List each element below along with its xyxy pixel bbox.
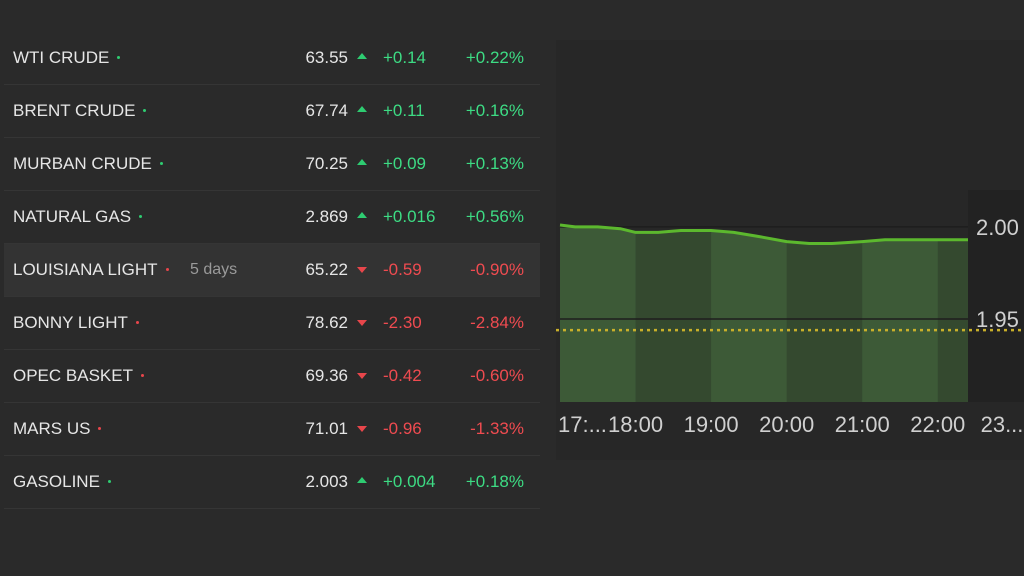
commodity-name-label: OPEC BASKET: [13, 366, 133, 385]
commodity-name[interactable]: MURBAN CRUDE: [13, 138, 163, 190]
price-value: 67.74: [305, 101, 348, 120]
change-value: -2.30: [383, 313, 422, 332]
status-dot-icon: [159, 162, 163, 166]
table-row[interactable]: MURBAN CRUDE 70.25 +0.09 +0.13%: [4, 138, 540, 191]
update-note: 5 days: [190, 261, 238, 278]
commodity-table: WTI CRUDE 63.55 +0.14 +0.22% BRENT CRUDE 67.7…: [4, 32, 540, 509]
percent-change: +0.56%: [465, 207, 524, 226]
change-value: +0.09: [383, 154, 427, 173]
commodity-name[interactable]: LOUISIANA LIGHT: [13, 244, 169, 296]
commodity-name-label: LOUISIANA LIGHT: [13, 260, 158, 279]
percent-change: -0.90%: [470, 260, 524, 279]
x-tick-label: 21:00: [835, 412, 890, 437]
arrow-down-icon: [357, 267, 367, 273]
change-value: -0.59: [383, 260, 422, 279]
status-dot-icon: [143, 109, 147, 113]
table-row[interactable]: LOUISIANA LIGHT 5 days 65.22 -0.59 -0.90%: [4, 244, 540, 297]
table-row[interactable]: MARS US 71.01 -0.96 -1.33%: [4, 403, 540, 456]
area-fill: [560, 225, 968, 402]
table-row[interactable]: GASOLINE 2.003 +0.004 +0.18%: [4, 456, 540, 509]
price-chart[interactable]: 2.00 1.95 17:... 18:00 19:00 20:00 21:00 22:00 2…: [556, 40, 1024, 460]
commodity-name-label: BRENT CRUDE: [13, 101, 136, 120]
change-value: +0.11: [383, 101, 425, 120]
status-dot-icon: [117, 56, 121, 60]
commodity-name[interactable]: BRENT CRUDE: [13, 85, 147, 137]
price-value: 78.62: [305, 313, 348, 332]
percent-change: +0.18%: [465, 472, 524, 491]
x-tick-label: 17:...: [558, 412, 607, 437]
price-axis-panel: [968, 190, 1024, 402]
commodity-name[interactable]: OPEC BASKET: [13, 350, 144, 402]
change-value: -0.42: [383, 366, 422, 385]
status-dot-icon: [139, 215, 143, 219]
table-row[interactable]: BRENT CRUDE 67.74 +0.11 +0.16%: [4, 85, 540, 138]
hour-band: [786, 225, 863, 402]
hour-bands: [635, 225, 968, 402]
hour-band: [937, 225, 968, 402]
commodity-name[interactable]: GASOLINE: [13, 456, 111, 508]
x-tick-label: 20:00: [759, 412, 814, 437]
price-value: 63.55: [305, 48, 348, 67]
price-value: 65.22: [305, 260, 348, 279]
y-tick-label: 2.00: [976, 215, 1019, 240]
commodity-name-label: GASOLINE: [13, 472, 100, 491]
price-value: 2.869: [305, 207, 348, 226]
commodity-name-label: BONNY LIGHT: [13, 313, 128, 332]
arrow-up-icon: [357, 159, 367, 165]
status-dot-icon: [140, 374, 144, 378]
x-tick-label: 22:00: [910, 412, 965, 437]
x-tick-label: 19:00: [684, 412, 739, 437]
commodity-name[interactable]: NATURAL GAS: [13, 191, 143, 243]
price-line: [559, 223, 968, 245]
commodity-name-label: WTI CRUDE: [13, 48, 110, 67]
percent-change: -0.60%: [470, 366, 524, 385]
commodity-name[interactable]: BONNY LIGHT: [13, 297, 139, 349]
price-value: 69.36: [305, 366, 348, 385]
change-value: +0.14: [383, 48, 427, 67]
price-value: 2.003: [305, 472, 348, 491]
x-tick-label: 23...: [981, 412, 1024, 437]
table-row[interactable]: OPEC BASKET 69.36 -0.42 -0.60%: [4, 350, 540, 403]
price-chart-svg: 2.00 1.95 17:... 18:00 19:00 20:00 21:00 22:00 2…: [556, 190, 1024, 437]
arrow-down-icon: [357, 320, 367, 326]
x-tick-label: 18:00: [608, 412, 663, 437]
percent-change: +0.13%: [465, 154, 524, 173]
status-dot-icon: [165, 268, 169, 272]
change-value: +0.016: [383, 207, 436, 226]
arrow-down-icon: [357, 426, 367, 432]
commodity-name[interactable]: WTI CRUDE: [13, 32, 121, 84]
percent-change: -1.33%: [470, 419, 524, 438]
status-dot-icon: [135, 321, 139, 325]
arrow-up-icon: [357, 53, 367, 59]
table-row[interactable]: WTI CRUDE 63.55 +0.14 +0.22%: [4, 32, 540, 85]
commodity-name-label: MURBAN CRUDE: [13, 154, 152, 173]
status-dot-icon: [107, 480, 111, 484]
commodity-name-label: NATURAL GAS: [13, 207, 132, 226]
table-row[interactable]: BONNY LIGHT 78.62 -2.30 -2.84%: [4, 297, 540, 350]
status-dot-icon: [98, 427, 102, 431]
arrow-up-icon: [357, 212, 367, 218]
commodity-name[interactable]: MARS US: [13, 403, 102, 455]
percent-change: +0.22%: [465, 48, 524, 67]
commodity-name-label: MARS US: [13, 419, 91, 438]
percent-change: -2.84%: [470, 313, 524, 332]
arrow-up-icon: [357, 106, 367, 112]
change-value: +0.004: [383, 472, 436, 491]
price-value: 71.01: [305, 419, 348, 438]
price-value: 70.25: [305, 154, 348, 173]
hour-band: [635, 225, 712, 402]
y-tick-label: 1.95: [976, 307, 1019, 332]
change-value: -0.96: [383, 419, 422, 438]
arrow-down-icon: [357, 373, 367, 379]
percent-change: +0.16%: [465, 101, 524, 120]
table-row[interactable]: NATURAL GAS 2.869 +0.016 +0.56%: [4, 191, 540, 244]
arrow-up-icon: [357, 477, 367, 483]
